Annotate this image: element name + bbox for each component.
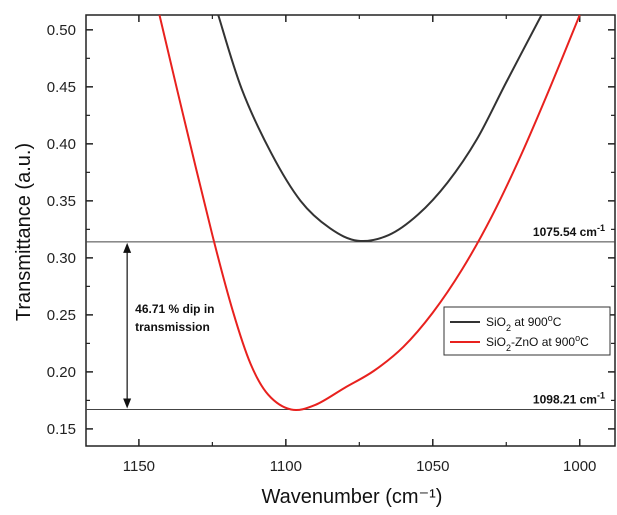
y-tick-label: 0.45 [47,79,76,96]
plot-frame [85,14,616,447]
x-tick-label: 1050 [416,458,449,475]
x-tick-label: 1000 [563,458,596,475]
x-axis-title: Wavenumber (cm⁻¹) [262,486,443,508]
annotations: 1075.54 cm-1 1098.21 cm-1 46.71 % dip in tr… [123,223,605,409]
y-tick-label: 0.15 [47,421,76,438]
lower-wavenumber-label: 1098.21 cm-1 [533,391,605,407]
series-line-sio2-zno [158,14,581,412]
dip-text-line-1: 46.71 % dip in [135,302,214,316]
upper-wavenumber-label: 1075.54 cm-1 [533,223,605,239]
legend-label: SiO2 at 900oC [486,313,562,333]
x-tick-label: 1100 [270,458,302,475]
y-tick-label: 0.35 [47,193,76,210]
y-tick-label: 0.20 [47,364,76,381]
dip-arrow-head-up [123,242,132,253]
reference-lines [86,241,615,411]
legend-box [443,306,611,356]
y-tick-label: 0.25 [47,307,76,324]
x-tick-label: 1150 [123,458,155,475]
dip-text-line-2: transmission [135,320,210,334]
y-tick-label: 0.40 [47,136,76,153]
plot-border [85,14,616,447]
axis-tick-labels: 1150 1100 1050 1000 0.15 0.20 0.25 0.30 0.35 0.40… [47,22,597,475]
series-line-sio2 [217,14,543,243]
series-lines [158,14,581,412]
dip-arrow-head-down [123,398,132,409]
axis-ticks [86,15,615,446]
legend-label: SiO2-ZnO at 900oC [486,333,589,353]
y-tick-label: 0.50 [47,22,76,39]
y-tick-label: 0.30 [47,250,76,267]
y-axis-title: Transmittance (a.u.) [13,143,35,321]
